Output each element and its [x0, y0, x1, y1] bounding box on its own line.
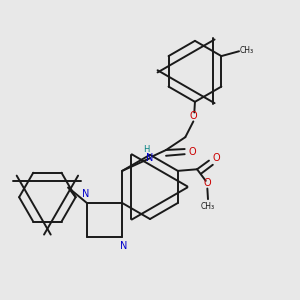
Text: N: N [146, 153, 153, 163]
Text: O: O [203, 178, 211, 188]
Text: CH₃: CH₃ [240, 46, 254, 55]
Text: H: H [144, 145, 150, 154]
Text: N: N [82, 189, 89, 199]
Text: CH₃: CH₃ [201, 202, 215, 211]
Text: O: O [188, 147, 196, 157]
Text: O: O [190, 111, 197, 121]
Text: N: N [120, 241, 127, 250]
Text: O: O [212, 153, 220, 163]
